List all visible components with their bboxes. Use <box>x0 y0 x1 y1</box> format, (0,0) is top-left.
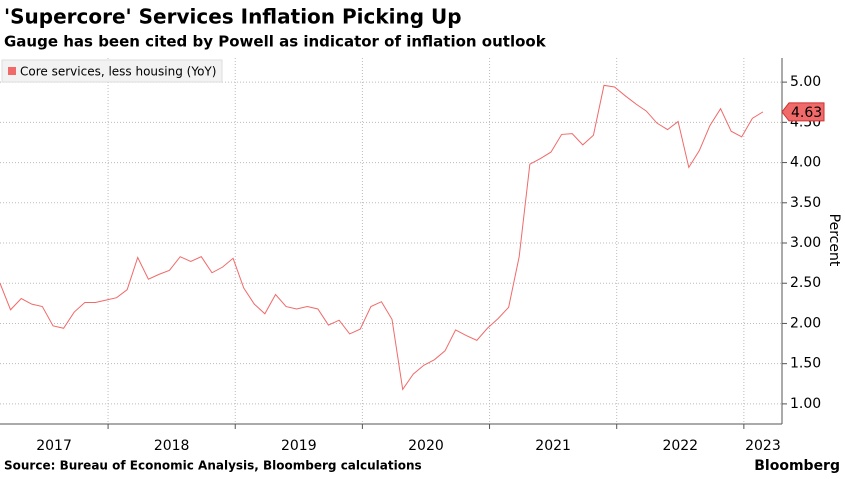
legend-swatch <box>8 67 16 75</box>
y-tick-label: 1.00 <box>790 396 821 412</box>
x-tick-label: 2018 <box>154 438 190 454</box>
y-tick-label: 4.00 <box>790 155 821 171</box>
chart-subtitle: Gauge has been cited by Powell as indica… <box>4 33 547 51</box>
y-tick-label: 2.00 <box>790 315 821 331</box>
last-value-tag <box>781 102 825 122</box>
x-tick-label: 2020 <box>408 438 444 454</box>
y-tick-label: 1.50 <box>790 356 821 372</box>
last-value-label: 4.63 <box>791 105 822 121</box>
series-line <box>0 84 764 391</box>
y-tick-label: 3.50 <box>790 195 821 211</box>
y-tick-label: 3.00 <box>790 235 821 251</box>
source: Source: Bureau of Economic Analysis, Blo… <box>4 459 422 473</box>
brand: Bloomberg <box>754 458 840 474</box>
x-tick-label: 2017 <box>36 438 72 454</box>
x-tick-label: 2023 <box>745 438 781 454</box>
legend-box <box>1 59 223 83</box>
legend: Core services, less housing (YoY) <box>1 59 223 83</box>
x-tick-label: 2021 <box>535 438 571 454</box>
y-tick-label: 2.50 <box>790 275 821 291</box>
y-tick-label: 5.00 <box>790 74 821 90</box>
y-axis-label: Percent <box>826 214 842 267</box>
chart-title: 'Supercore' Services Inflation Picking U… <box>4 5 462 29</box>
legend-label: Core services, less housing (YoY) <box>20 65 216 79</box>
x-tick-label: 2022 <box>662 438 698 454</box>
x-tick-label: 2019 <box>281 438 317 454</box>
